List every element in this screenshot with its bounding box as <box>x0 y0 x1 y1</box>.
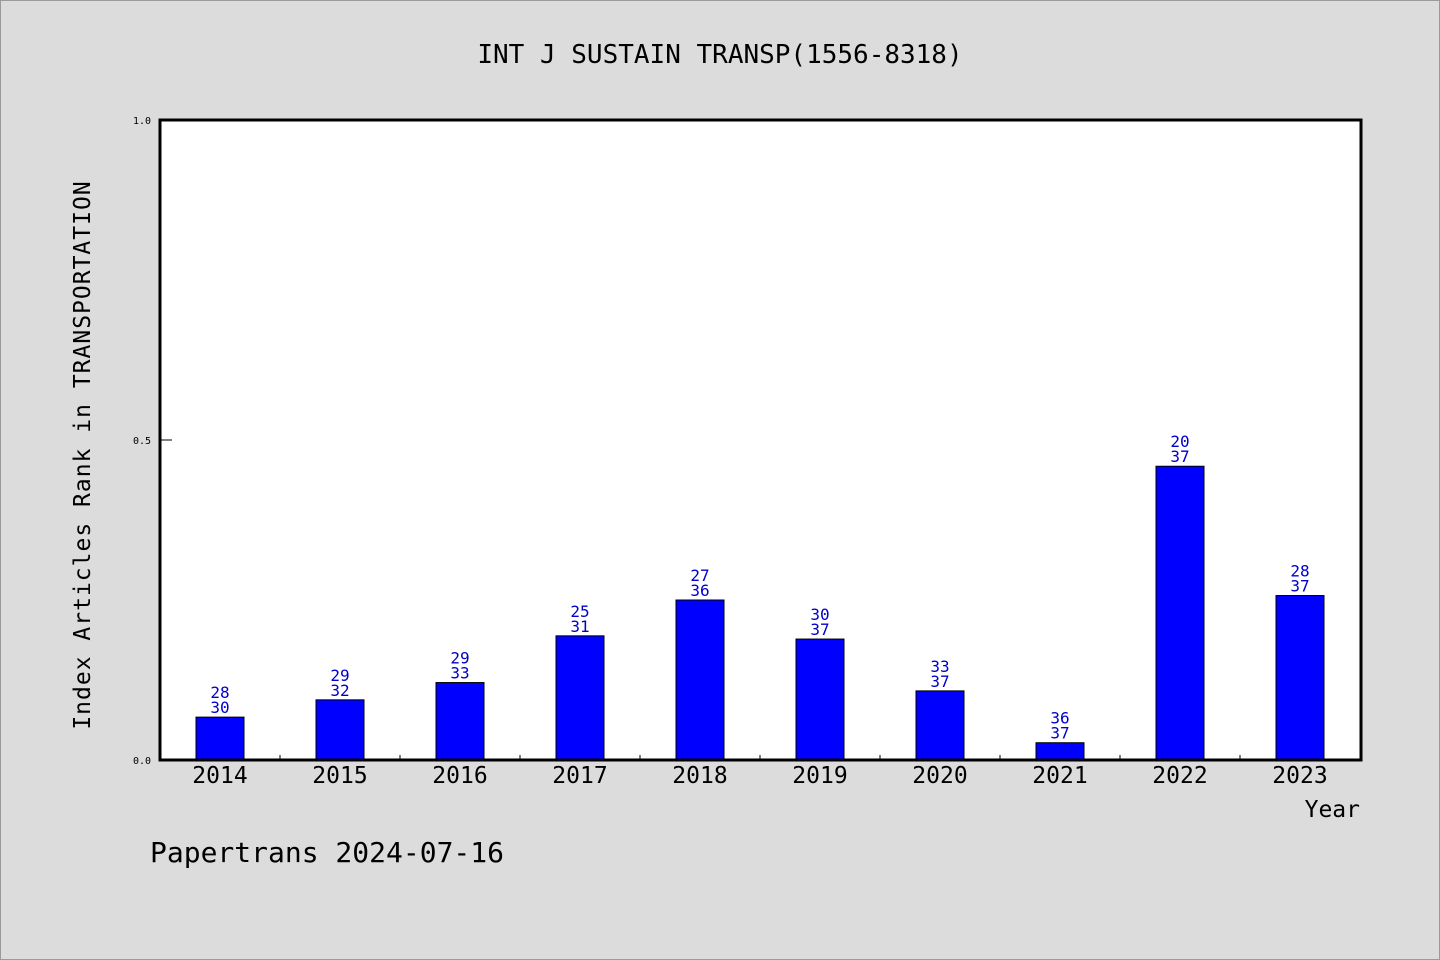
ticks-layer: 2014 2015 2016 2017 2018 2019 2020 2021 2022 2023… <box>133 116 1328 789</box>
x-tick-label-2014: 2014 <box>192 763 247 789</box>
chart-title: INT J SUSTAIN TRANSP(1556-8318) <box>477 40 962 70</box>
bar-label-total-2023: 37 <box>1290 577 1309 596</box>
y-tick-label: 0.5 <box>133 436 151 447</box>
bar-label-total-2014: 30 <box>210 698 229 717</box>
x-tick-label-2021: 2021 <box>1032 763 1087 789</box>
bar-2023 <box>1275 595 1325 761</box>
bar-label-rank-2019: 30 <box>810 605 829 624</box>
bar-label-total-2017: 31 <box>570 617 589 636</box>
y-tick-label: 0.0 <box>133 756 151 767</box>
bar-label-rank-2022: 20 <box>1170 432 1189 451</box>
plot-border <box>158 118 1363 762</box>
bar-label-rank-2016: 29 <box>450 649 469 668</box>
bar-label-rank-2020: 33 <box>930 657 949 676</box>
bar-label-total-2018: 36 <box>690 581 709 600</box>
bar-label-rank-2021: 36 <box>1050 709 1069 728</box>
y-axis-label: Index Articles Rank in TRANSPORTATION <box>70 180 96 729</box>
bar-label-total-2016: 33 <box>450 664 469 683</box>
footer-text: Papertrans 2024-07-16 <box>150 836 504 869</box>
bar-2014 <box>195 716 245 761</box>
bar-label-total-2022: 37 <box>1170 447 1189 466</box>
bar-label-total-2021: 37 <box>1050 724 1069 743</box>
x-tick-label-2019: 2019 <box>792 763 847 789</box>
bar-2018 <box>675 599 725 761</box>
x-tick-label-2016: 2016 <box>432 763 487 789</box>
bar-label-rank-2023: 28 <box>1290 562 1309 581</box>
bar-label-total-2015: 32 <box>330 681 349 700</box>
x-tick-label-2022: 2022 <box>1152 763 1207 789</box>
bar-2020 <box>915 690 965 761</box>
bar-2016 <box>435 682 485 761</box>
bar-2015 <box>315 699 365 761</box>
bar-label-rank-2015: 29 <box>330 666 349 685</box>
bar-label-rank-2014: 28 <box>210 683 229 702</box>
x-tick-label-2015: 2015 <box>312 763 367 789</box>
bar-2019 <box>795 638 845 761</box>
x-tick-label-2017: 2017 <box>552 763 607 789</box>
bar-label-rank-2017: 25 <box>570 602 589 621</box>
x-axis-label: Year <box>1305 797 1360 823</box>
bar-label-total-2020: 37 <box>930 672 949 691</box>
x-tick-label-2023: 2023 <box>1272 763 1327 789</box>
x-tick-label-2018: 2018 <box>672 763 727 789</box>
bar-label-total-2019: 37 <box>810 620 829 639</box>
x-tick-label-2020: 2020 <box>912 763 967 789</box>
bar-2021 <box>1035 742 1085 761</box>
bar-2022 <box>1155 465 1205 761</box>
y-tick-label: 1.0 <box>133 116 151 127</box>
bar-2017 <box>555 635 605 761</box>
bar-label-rank-2018: 27 <box>690 566 709 585</box>
